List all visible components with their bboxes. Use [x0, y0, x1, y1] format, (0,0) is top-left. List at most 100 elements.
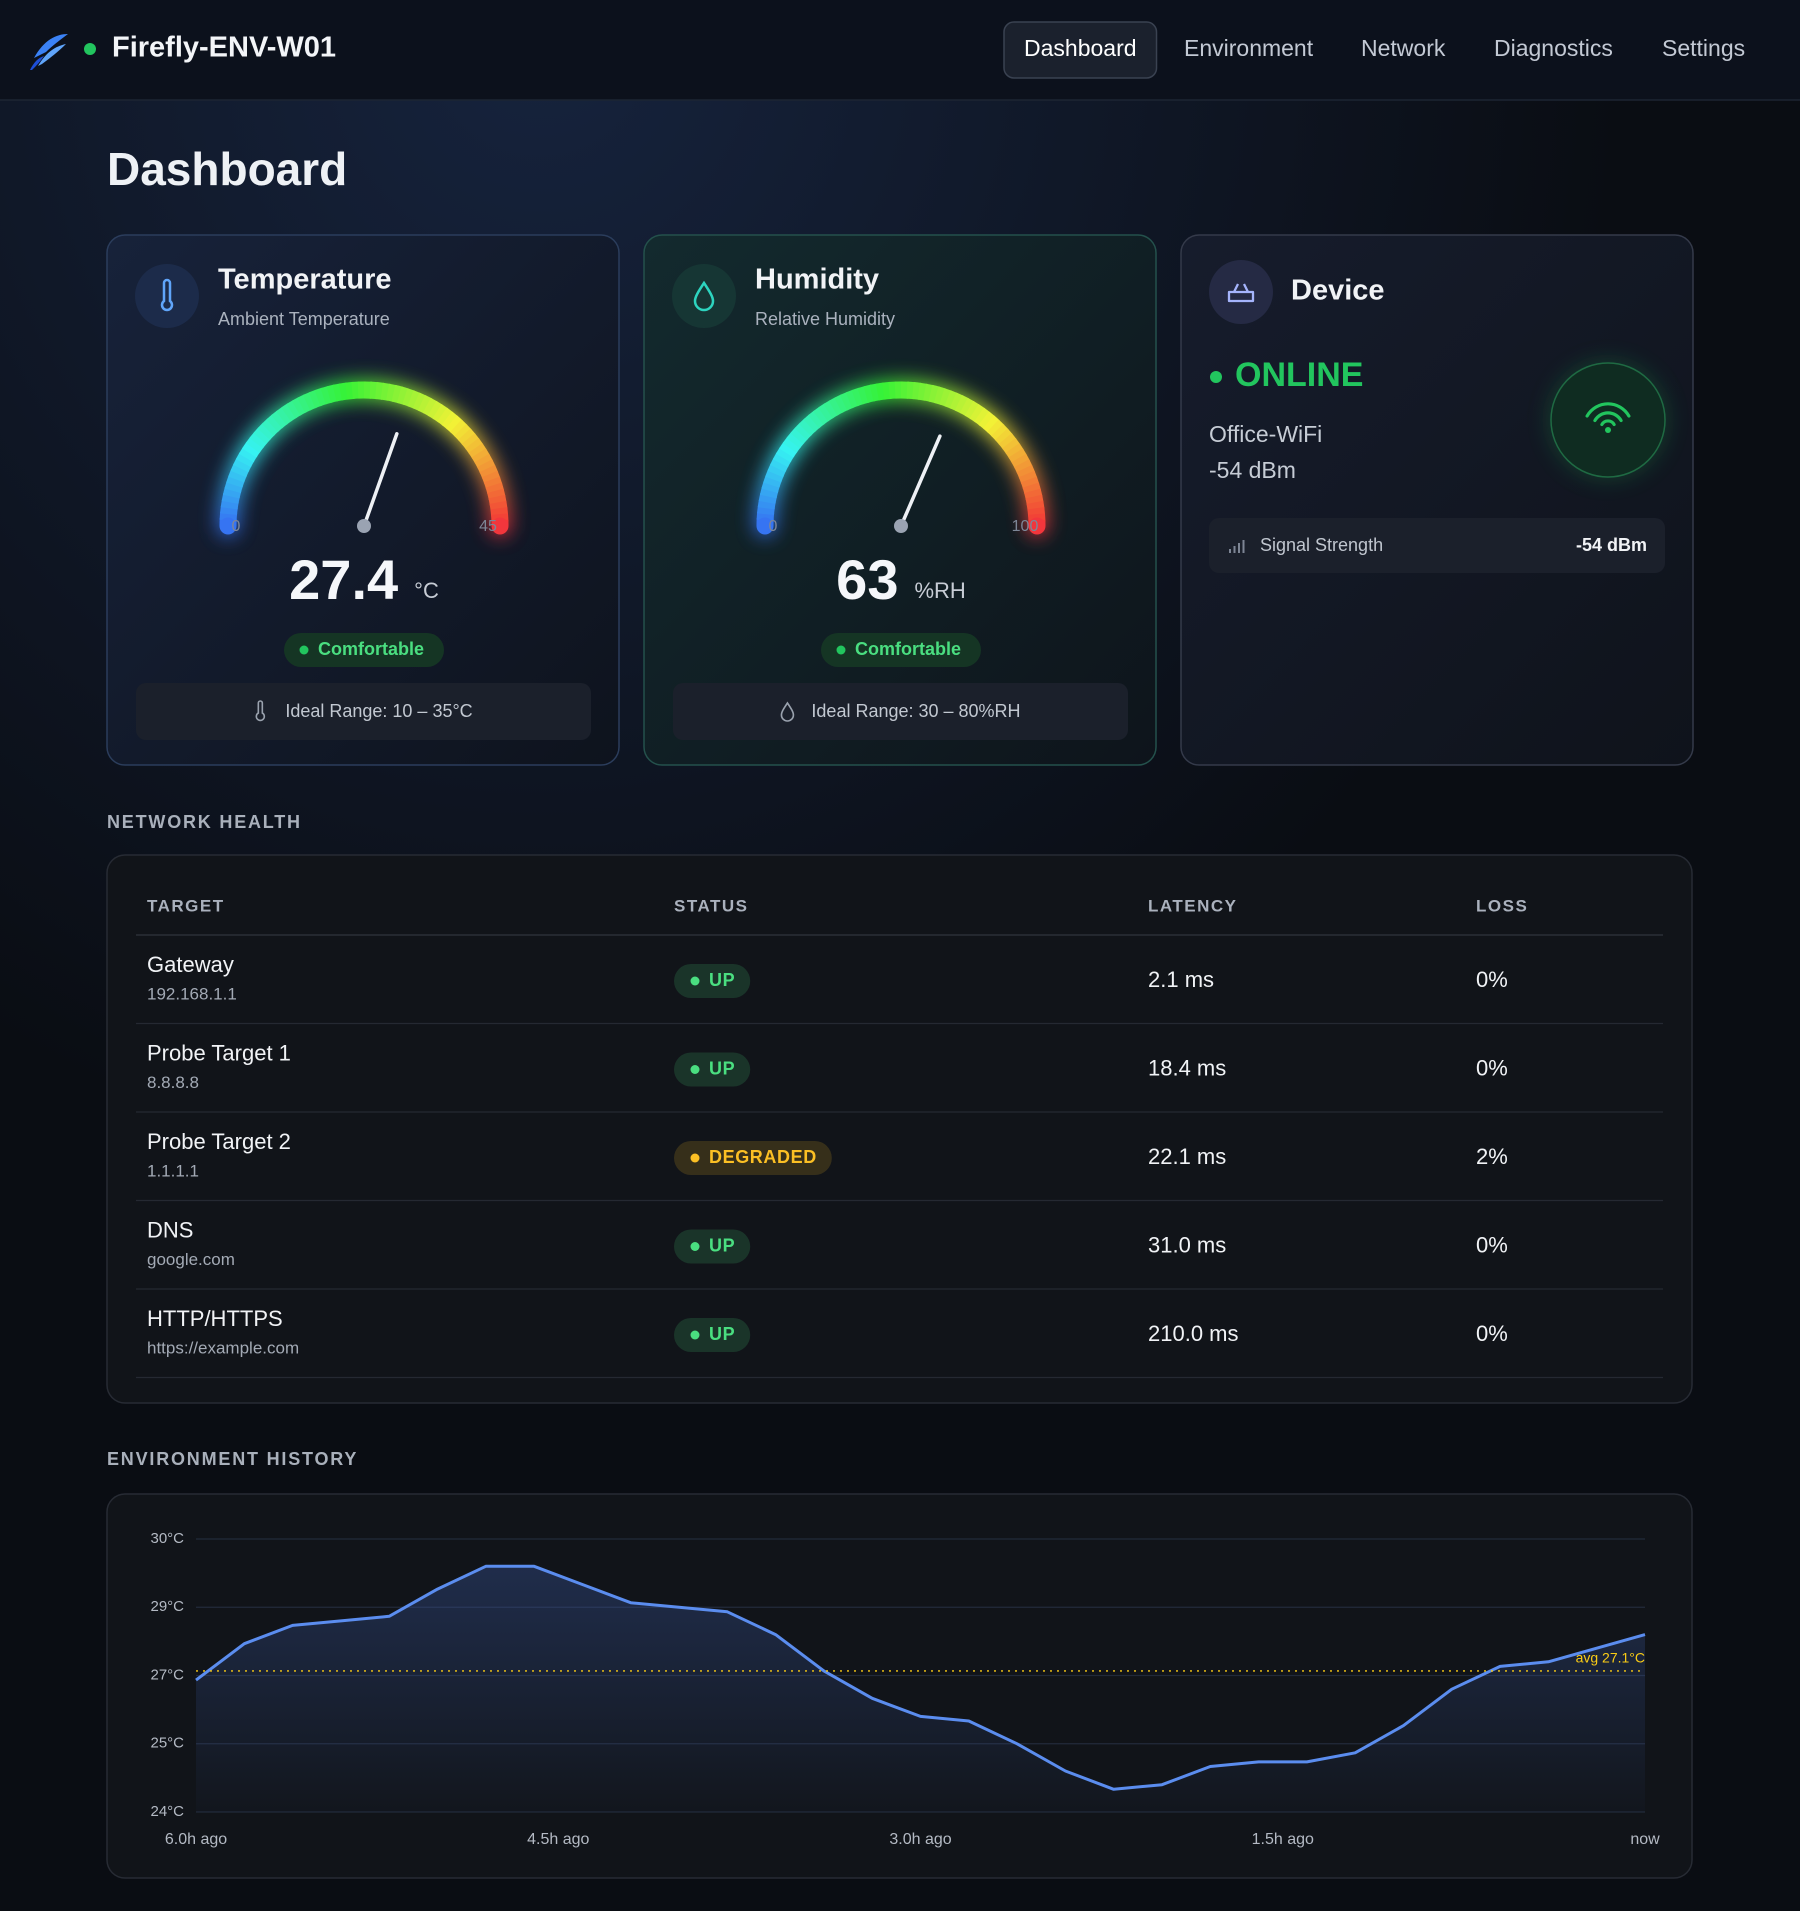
- status-badge: [820, 633, 982, 667]
- range-box: [136, 683, 591, 740]
- logo: [30, 34, 68, 70]
- droplet-icon: [693, 280, 715, 312]
- card: [106, 234, 620, 766]
- loss: 0%: [1476, 1321, 1508, 1346]
- nav-item[interactable]: Dashboard: [1024, 35, 1137, 61]
- card-icon-bg: [135, 264, 199, 328]
- page-title: Dashboard: [107, 143, 347, 195]
- card-title: Device: [1291, 275, 1385, 307]
- status-dot: [299, 645, 309, 655]
- signal-bar-icon: [1229, 549, 1231, 553]
- card-subtitle: Relative Humidity: [755, 309, 895, 329]
- x-tick-label: 4.5h ago: [527, 1831, 589, 1848]
- section-heading: ENVIRONMENT HISTORY: [107, 1449, 358, 1469]
- status-badge: [674, 964, 751, 998]
- gauge-hub: [357, 519, 371, 533]
- nav-item[interactable]: Settings: [1662, 35, 1745, 61]
- thermometer-icon: [160, 278, 174, 312]
- status-text: UP: [709, 1235, 735, 1255]
- target-address: https://example.com: [147, 1338, 299, 1357]
- card-title: Humidity: [755, 264, 879, 296]
- target-address: 1.1.1.1: [147, 1161, 199, 1180]
- gauge-unit: %RH: [914, 578, 965, 603]
- target-address: google.com: [147, 1250, 235, 1269]
- target-name: Probe Target 1: [147, 1040, 291, 1065]
- status-text: UP: [709, 970, 735, 990]
- card: [643, 234, 1157, 766]
- card-icon-bg: [672, 264, 736, 328]
- gauge-cap: [1028, 517, 1046, 535]
- x-tick-label: 1.5h ago: [1252, 1831, 1314, 1848]
- signal-value: -54 dBm: [1576, 535, 1647, 555]
- status-text: Comfortable: [855, 639, 961, 659]
- gauge-cap: [219, 517, 237, 535]
- wifi-arc: [1593, 411, 1623, 423]
- target-address: 8.8.8.8: [147, 1073, 199, 1092]
- x-tick-label: now: [1630, 1831, 1660, 1848]
- card: [1180, 234, 1694, 766]
- y-tick-label: 27°C: [150, 1666, 184, 1683]
- gauge-track: [219, 381, 509, 535]
- target-name: Gateway: [147, 952, 234, 977]
- signal-bar-icon: [1242, 540, 1245, 553]
- status-text: DEGRADED: [709, 1147, 817, 1167]
- logo-feather: [34, 34, 68, 58]
- brand-name: Firefly-ENV-W01: [112, 32, 336, 64]
- status-text: UP: [709, 1058, 735, 1078]
- target-name: Probe Target 2: [147, 1129, 291, 1154]
- status-dot: [690, 1330, 700, 1340]
- column-header: TARGET: [147, 896, 225, 915]
- column-header: STATUS: [674, 896, 748, 915]
- nav-item[interactable]: Environment: [1184, 35, 1314, 61]
- nav-bar: [0, 0, 1800, 100]
- table-panel: [106, 854, 1693, 1404]
- column-header: LOSS: [1476, 896, 1528, 915]
- router-icon: [1227, 283, 1255, 303]
- y-tick-label: 25°C: [150, 1735, 184, 1752]
- nav-item[interactable]: Diagnostics: [1494, 35, 1613, 61]
- gauge-needle: [899, 434, 942, 528]
- gauge-min: 0: [232, 518, 241, 535]
- gauge-value: 27.4: [289, 548, 398, 611]
- signal-box: [1209, 518, 1665, 573]
- device-ssid: Office-WiFi: [1209, 421, 1322, 447]
- status-text: UP: [709, 1324, 735, 1344]
- nav-item[interactable]: Network: [1361, 35, 1446, 61]
- logo-feather: [38, 44, 66, 66]
- gauge-hub: [894, 519, 908, 533]
- gauge-max: 45: [479, 518, 497, 535]
- card-subtitle: Ambient Temperature: [218, 309, 390, 329]
- gauge-track: [756, 381, 1046, 535]
- gauge-max: 100: [1012, 518, 1039, 535]
- wifi-arc: [1585, 402, 1631, 418]
- latency: 210.0 ms: [1148, 1321, 1239, 1346]
- x-tick-label: 6.0h ago: [165, 1831, 227, 1848]
- thermometer-icon: [255, 700, 266, 722]
- status-dot: [690, 1065, 700, 1074]
- status-dot: [690, 976, 700, 986]
- loss: 0%: [1476, 967, 1508, 992]
- card-title: Temperature: [218, 264, 392, 296]
- y-tick-label: 29°C: [150, 1598, 184, 1615]
- target-address: 192.168.1.1: [147, 984, 237, 1003]
- status-dot: [836, 645, 846, 655]
- latency: 22.1 ms: [1148, 1144, 1226, 1169]
- latency: 2.1 ms: [1148, 967, 1214, 992]
- status-text: Comfortable: [318, 639, 424, 659]
- device-rssi: -54 dBm: [1209, 457, 1296, 483]
- logo-feather: [30, 56, 44, 70]
- target-name: DNS: [147, 1217, 193, 1242]
- status-badge: [674, 1229, 751, 1264]
- status-dot: [84, 43, 96, 55]
- status-badge: [283, 633, 445, 667]
- online-dot: [1210, 371, 1222, 383]
- status-dot: [690, 1153, 700, 1163]
- range-text: Ideal Range: 10 – 35°C: [285, 701, 472, 721]
- range-text: Ideal Range: 30 – 80%RH: [811, 701, 1020, 721]
- y-tick-label: 24°C: [150, 1803, 184, 1820]
- latency: 31.0 ms: [1148, 1232, 1226, 1257]
- area-fill: [196, 1566, 1645, 1812]
- device-state: ONLINE: [1235, 356, 1363, 394]
